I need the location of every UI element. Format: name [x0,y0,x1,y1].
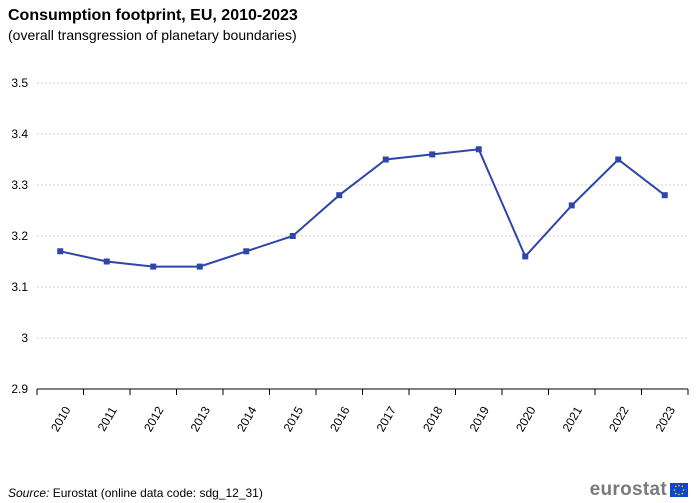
data-point [103,258,110,265]
logo-text: eurostat [589,479,667,500]
x-tick-label: 2021 [560,404,586,434]
source-label: Source: [8,486,50,500]
x-tick-label: 2017 [374,404,400,434]
x-tick-label: 2013 [188,404,214,434]
y-tick-label: 3.2 [11,229,28,243]
x-tick-label: 2010 [48,404,74,434]
data-point [289,233,296,239]
y-tick-label: 3.5 [11,76,28,90]
y-tick-label: 3.4 [11,127,28,141]
data-point [150,263,157,270]
data-point [382,156,389,163]
data-point [568,202,575,209]
source-text: Eurostat (online data code: sdg_12_31) [52,486,263,500]
data-point [196,263,203,270]
x-tick-label: 2018 [420,404,446,434]
data-point [475,146,482,153]
x-tick-label: 2020 [513,404,539,434]
x-tick-label: 2019 [467,404,493,434]
source-note: Source: Eurostat (online data code: sdg_… [8,486,263,500]
data-point [522,253,529,260]
data-point [661,192,668,199]
data-point [615,156,622,163]
data-point [429,151,436,158]
y-tick-label: 3.1 [11,280,28,294]
data-point [57,248,64,255]
x-tick-label: 2011 [95,404,120,434]
x-tick-label: 2016 [327,404,353,434]
eurostat-logo: eurostat [590,479,688,501]
x-tick-label: 2023 [653,404,679,434]
line-chart: 2.9 3 3.1 3.2 3.3 3.4 3.5 2010 2011 2012 2013 2014 2… [11,76,689,434]
chart-title: Consumption footprint, EU, 2010-2023 [8,7,298,24]
y-tick-label: 2.9 [11,382,28,396]
data-point [336,192,343,199]
chart-subtitle: (overall transgression of planetary boun… [8,27,297,43]
y-tick-label: 3 [21,331,28,345]
eu-flag-icon [670,483,688,497]
data-point [243,248,250,255]
y-tick-label: 3.3 [11,178,28,192]
x-tick-label: 2015 [281,404,307,434]
x-tick-label: 2012 [141,404,167,434]
x-tick-label: 2022 [606,404,632,434]
x-tick-label: 2014 [234,404,260,434]
series-line [60,148,666,268]
